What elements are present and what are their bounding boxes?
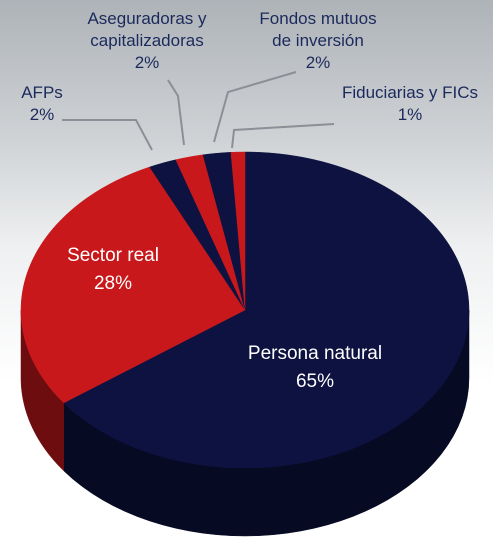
value-label: 1% (397, 105, 423, 124)
slice (230, 151, 246, 311)
category-label: Fiduciarias y FICs (341, 83, 479, 102)
category-label: Fondos mutuos de inversión (259, 9, 377, 50)
leader-lines (62, 71, 335, 151)
leader-line (231, 123, 335, 149)
category-label: Persona natural (247, 343, 383, 364)
leader-line (62, 119, 153, 151)
value-label: 65% (295, 371, 335, 392)
slice-label: AFPs 2% (2, 82, 82, 126)
slice (175, 154, 246, 311)
leader-line (167, 79, 185, 146)
value-label: 2% (29, 105, 55, 124)
slice (149, 159, 246, 311)
slice-label: Persona natural 65% (215, 340, 415, 396)
slice (202, 152, 246, 311)
slice-label: Aseguradoras y capitalizadoras 2% (72, 8, 222, 74)
value-label: 2% (305, 53, 331, 72)
value-label: 2% (134, 53, 160, 72)
leader-line (213, 71, 297, 143)
slice (20, 166, 246, 404)
category-label: Aseguradoras y capitalizadoras (87, 9, 207, 50)
value-label: 28% (93, 273, 133, 294)
slice-label: Fondos mutuos de inversión 2% (253, 8, 383, 74)
slice-label: Sector real 28% (38, 242, 188, 298)
slice-label: Fiduciarias y FICs 1% (330, 82, 490, 126)
slice (63, 151, 470, 469)
category-label: Sector real (67, 245, 159, 266)
category-label: AFPs (21, 83, 63, 102)
